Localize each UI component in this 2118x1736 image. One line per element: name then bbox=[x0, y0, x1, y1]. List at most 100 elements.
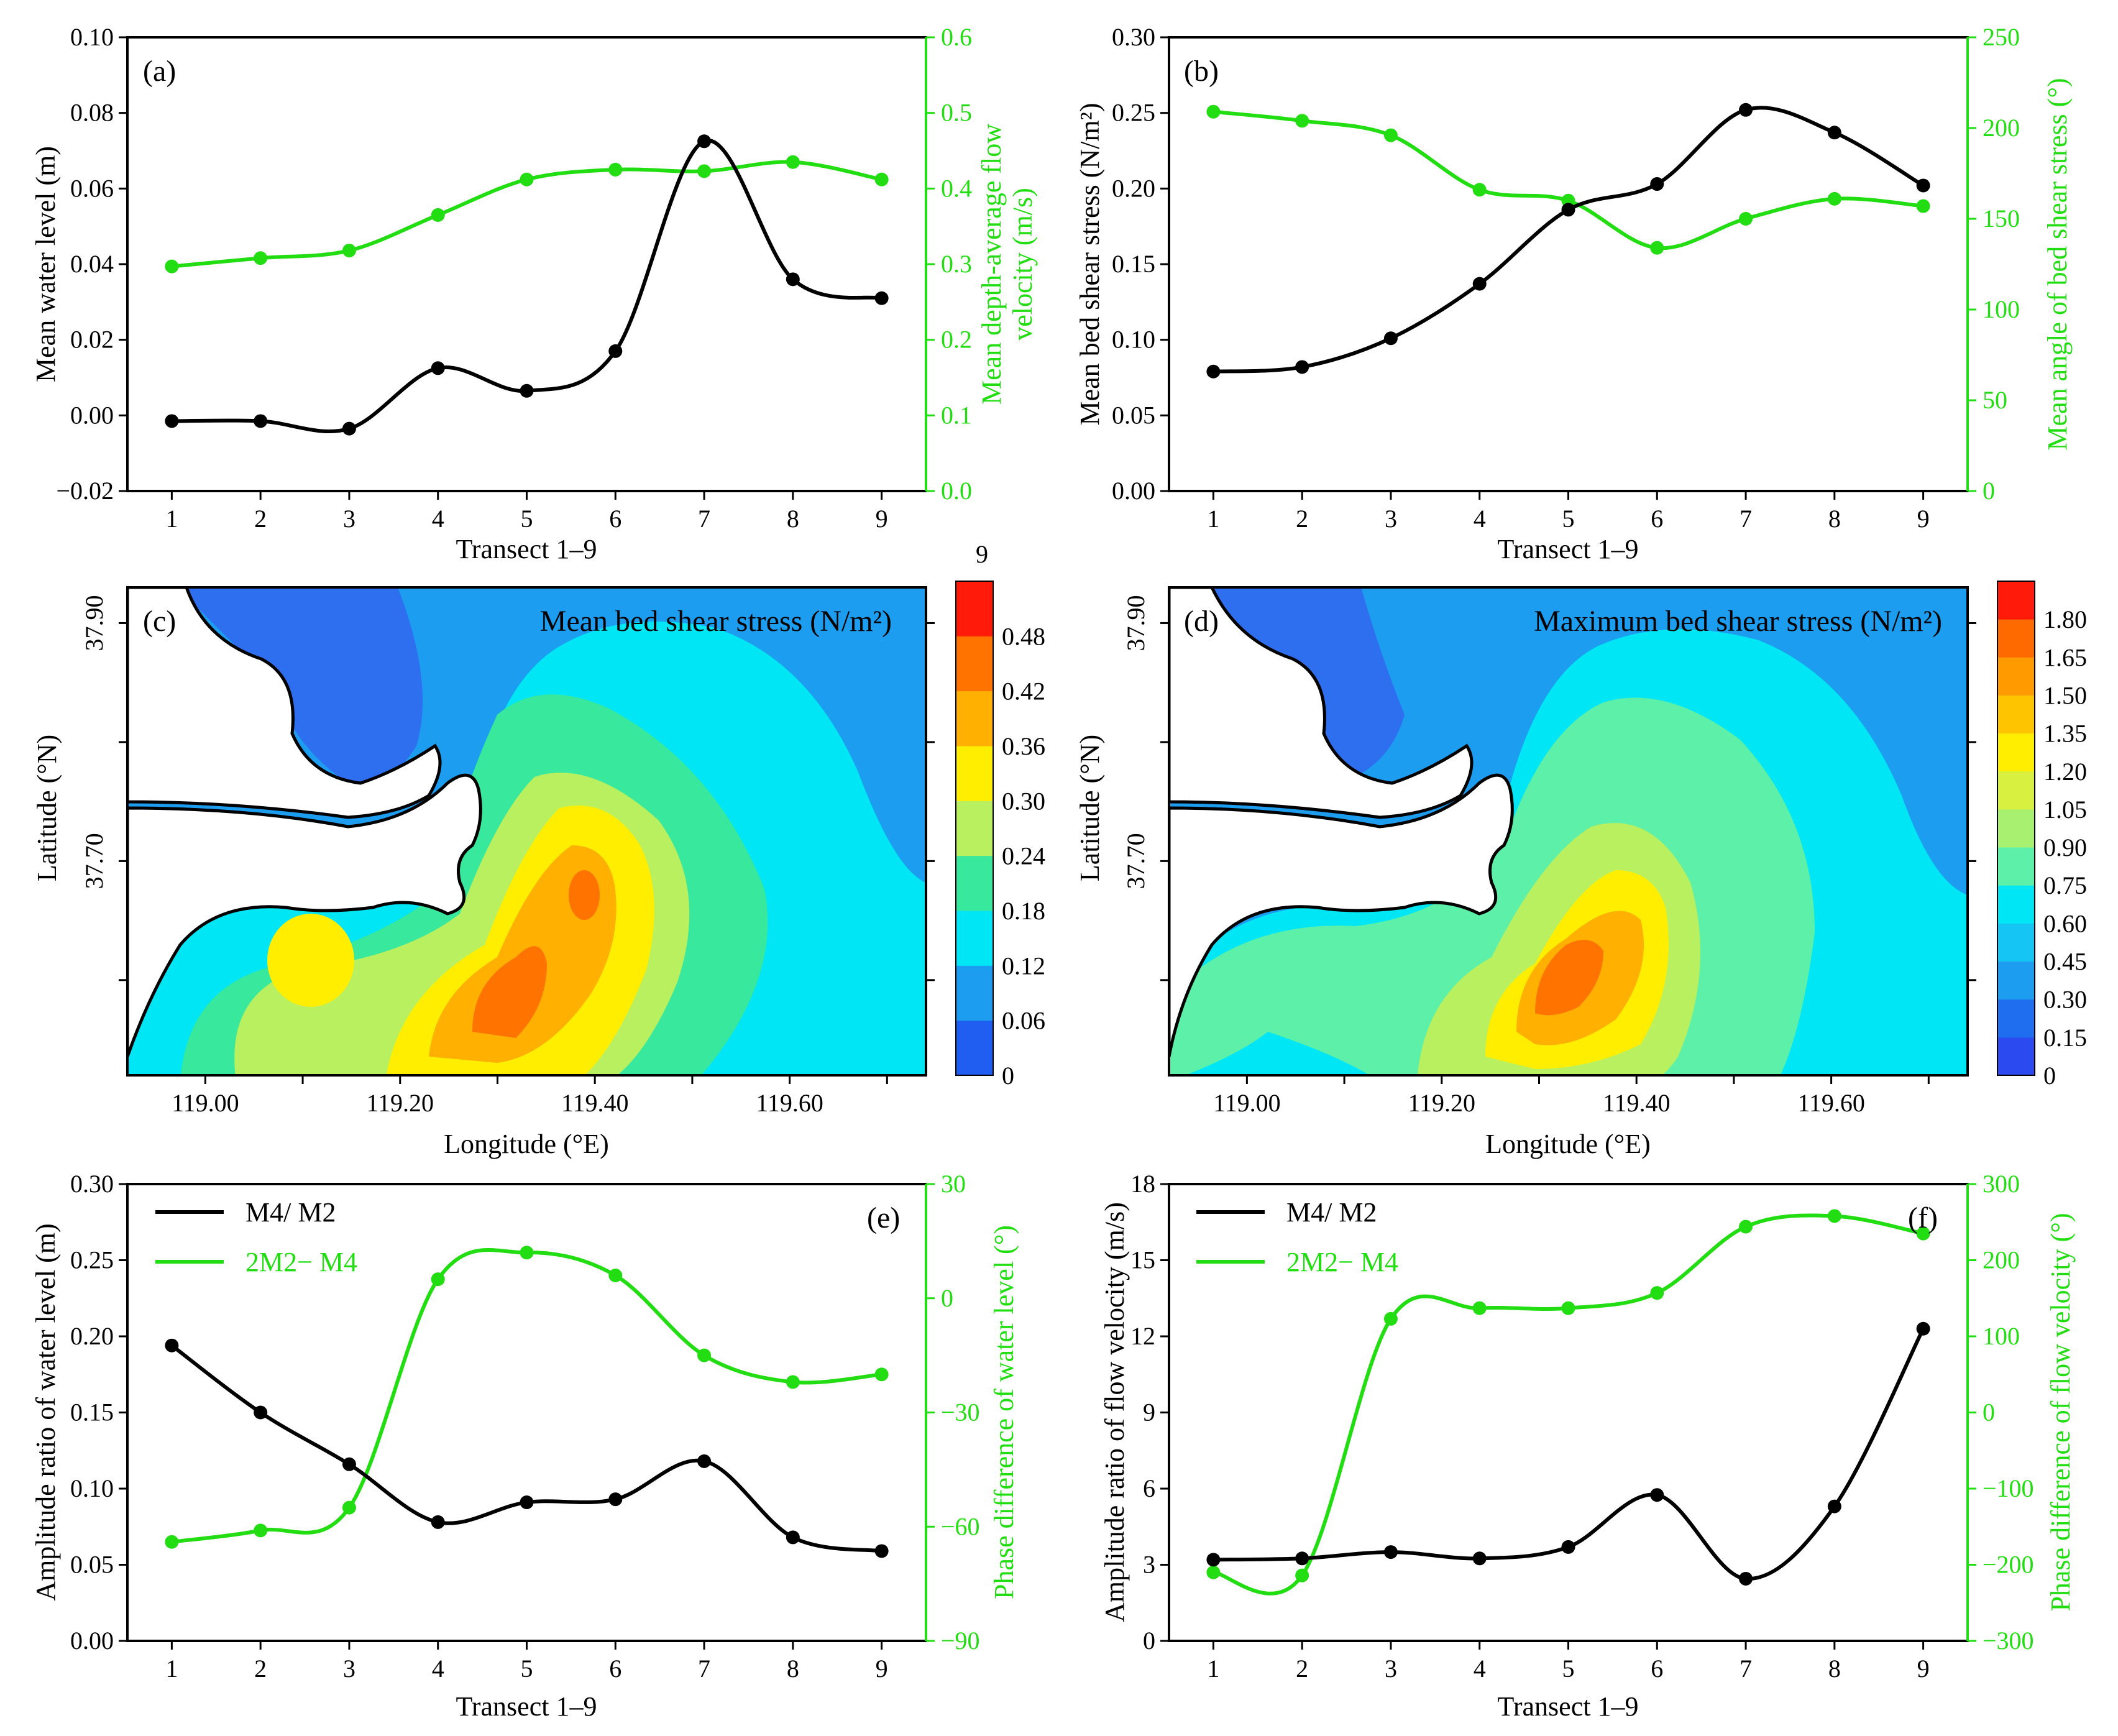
y2-tick-label: 200 bbox=[1983, 1246, 2020, 1274]
colorbar-segment bbox=[1997, 657, 2035, 696]
panel-label: (c) bbox=[143, 605, 176, 638]
data-point-green bbox=[520, 172, 534, 186]
colorbar-tick-label: 0 bbox=[1002, 1062, 1014, 1090]
colorbar-segment bbox=[1997, 619, 2035, 658]
y2-tick-label: 30 bbox=[941, 1170, 966, 1198]
series-line-green bbox=[172, 1248, 882, 1544]
data-point-black bbox=[1561, 1540, 1575, 1554]
data-point-green bbox=[1739, 212, 1753, 226]
colorbar-tick-label: 0.90 bbox=[2043, 834, 2087, 861]
data-point-black bbox=[1383, 331, 1398, 346]
colorbar-tick-label: 1.05 bbox=[2043, 796, 2087, 824]
legend-label-2: 2M2− M4 bbox=[245, 1247, 357, 1277]
data-point-black bbox=[874, 1544, 889, 1558]
data-point-black bbox=[697, 134, 712, 149]
x-tick-label: 8 bbox=[787, 1655, 799, 1683]
colorbar-tick-label: 0.60 bbox=[2043, 909, 2087, 937]
y-tick-label: 0.10 bbox=[70, 23, 114, 51]
x-tick-label: 2 bbox=[1296, 1655, 1308, 1683]
legend-label-2: 2M2− M4 bbox=[1286, 1247, 1398, 1277]
data-point-black bbox=[1916, 178, 1930, 193]
map-title: Mean bed shear stress (N/m²) bbox=[540, 605, 892, 638]
data-point-green bbox=[1916, 1226, 1930, 1241]
x-tick-label: 7 bbox=[1740, 505, 1752, 533]
axes-frame bbox=[126, 36, 927, 492]
map-frame bbox=[126, 586, 927, 1077]
y2-tick-label: −100 bbox=[1983, 1474, 2034, 1502]
data-point-black bbox=[1472, 1551, 1487, 1566]
y2-tick-label: 300 bbox=[1983, 1170, 2020, 1198]
data-point-black bbox=[431, 361, 445, 375]
panel-f: 1 2 3 4 5 6 7 8 90369121518−300−200−100010020030… bbox=[1099, 1170, 2076, 1722]
y-axis-label: Mean water level (m) bbox=[30, 146, 61, 382]
y2-axis-label: Phase difference of flow velocity (°) bbox=[2045, 1213, 2076, 1611]
colorbar-tick-label: 0.30 bbox=[2043, 986, 2087, 1014]
series-line-green bbox=[1213, 1213, 1924, 1596]
y-axis-label: Latitude (°N) bbox=[32, 735, 62, 881]
panel-label: (f) bbox=[1908, 1201, 1938, 1234]
y-tick-label: 0.08 bbox=[70, 99, 114, 127]
data-point-green bbox=[1383, 128, 1398, 142]
data-point-black bbox=[608, 1492, 623, 1507]
x-tick-label: 5 bbox=[521, 1655, 533, 1683]
x-tick-label: 6 bbox=[609, 505, 621, 533]
x-tick-label: 5 bbox=[521, 505, 533, 533]
y2-tick-label: 0.5 bbox=[941, 99, 972, 127]
y-tick-label: 0.02 bbox=[70, 326, 114, 354]
data-point-green bbox=[874, 1367, 889, 1382]
colorbar-tick-label: 0.42 bbox=[1002, 677, 1045, 705]
data-point-black bbox=[697, 1454, 712, 1468]
panel-label: (d) bbox=[1184, 605, 1219, 638]
data-point-green bbox=[697, 164, 712, 178]
data-point-green bbox=[608, 162, 623, 177]
y-tick-label: 37.70 bbox=[80, 833, 108, 889]
y2-tick-label: 0.1 bbox=[941, 401, 972, 429]
data-point-black bbox=[1472, 277, 1487, 291]
y2-axis-label-line1: Mean depth-average flow bbox=[976, 124, 1007, 405]
colorbar-tick-label: 1.20 bbox=[2043, 758, 2087, 786]
x-tick-label: 6 bbox=[1651, 505, 1663, 533]
y2-tick-label: −90 bbox=[941, 1627, 980, 1655]
legend-label-1: M4/ M2 bbox=[245, 1197, 336, 1228]
data-point-black bbox=[1827, 126, 1841, 140]
data-point-green bbox=[431, 1272, 445, 1287]
colorbar-segment bbox=[956, 691, 993, 746]
y2-tick-label: 0.3 bbox=[941, 250, 972, 278]
x-tick-label: 4 bbox=[432, 1655, 444, 1683]
y2-axis-label: Mean angle of bed shear stress (°) bbox=[2042, 78, 2073, 450]
panel-label: (b) bbox=[1184, 55, 1219, 88]
colorbar-segment bbox=[1997, 847, 2035, 886]
data-point-black bbox=[1650, 1488, 1664, 1502]
colorbar-frame bbox=[1997, 581, 2035, 1076]
y-tick-label: 15 bbox=[1130, 1246, 1155, 1274]
y-tick-label: 0.20 bbox=[1112, 174, 1155, 202]
data-point-black bbox=[1916, 1321, 1930, 1336]
y-tick-label: 9 bbox=[1143, 1398, 1155, 1426]
y-tick-label: 0.00 bbox=[70, 401, 114, 429]
data-point-black bbox=[254, 1405, 268, 1420]
x-tick-label: 7 bbox=[698, 505, 710, 533]
data-point-green bbox=[1383, 1311, 1398, 1326]
y2-tick-label: 200 bbox=[1983, 114, 2020, 142]
colorbar-segment bbox=[1997, 771, 2035, 810]
data-point-green bbox=[254, 251, 268, 265]
data-point-black bbox=[1383, 1545, 1398, 1559]
data-point-black bbox=[1739, 103, 1753, 117]
x-tick-label: 119.20 bbox=[367, 1089, 434, 1117]
x-tick-label: 8 bbox=[1828, 1655, 1841, 1683]
colorbar-segment bbox=[1997, 961, 2035, 1000]
x-tick-label: 5 bbox=[1562, 505, 1575, 533]
x-tick-label: 119.40 bbox=[1603, 1089, 1671, 1117]
x-tick-label: 9 bbox=[876, 1655, 888, 1683]
x-axis-label: Transect 1–9 bbox=[1498, 1691, 1639, 1722]
x-tick-label: 119.20 bbox=[1408, 1089, 1476, 1117]
y-tick-label: 3 bbox=[1143, 1551, 1155, 1579]
data-point-black bbox=[431, 1515, 445, 1529]
x-axis-label: Longitude (°E) bbox=[444, 1129, 609, 1159]
colorbar-tick-label: 0.48 bbox=[1002, 622, 1045, 650]
y2-tick-label: −60 bbox=[941, 1512, 980, 1540]
colorbar-segment bbox=[956, 965, 993, 1021]
panel-label: (a) bbox=[143, 55, 176, 88]
colorbar-segment bbox=[1997, 1037, 2035, 1076]
y-tick-label: 0.20 bbox=[70, 1322, 114, 1350]
